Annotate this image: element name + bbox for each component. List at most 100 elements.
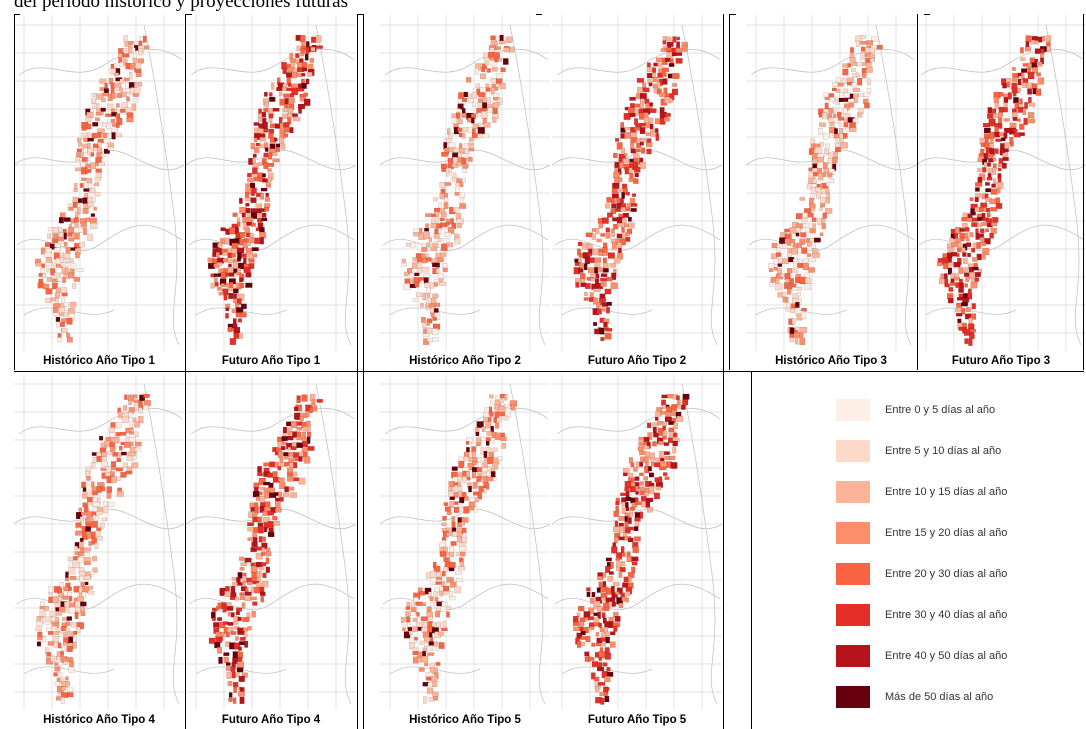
map-cell	[588, 657, 595, 661]
map-cell	[82, 502, 89, 508]
map-cell	[601, 612, 606, 619]
map-cell	[114, 86, 120, 91]
map-cell	[74, 222, 79, 228]
map-cell	[975, 232, 980, 240]
map-cell	[958, 288, 964, 293]
map-cell	[435, 262, 440, 268]
map-cell	[417, 657, 422, 663]
map-cell	[45, 257, 52, 263]
map-cell	[35, 262, 42, 267]
map-cell	[1017, 78, 1022, 86]
map-cell	[305, 412, 310, 418]
map-cell	[489, 394, 494, 399]
map-cell	[452, 486, 457, 491]
map-cell	[105, 113, 112, 117]
map-cell	[495, 83, 500, 88]
map-cell	[45, 288, 53, 295]
map-cell	[430, 676, 438, 682]
map-cell	[261, 111, 267, 118]
map-cell	[58, 672, 63, 677]
map-cell	[54, 666, 61, 672]
map-cell	[819, 232, 824, 237]
map-cell	[81, 481, 86, 489]
map-cell	[65, 681, 70, 687]
map-cell	[237, 257, 241, 262]
boundary-line	[875, 24, 912, 346]
boundary-line	[750, 48, 915, 76]
map-cell	[83, 557, 91, 562]
map-cell	[658, 440, 665, 445]
map-cell	[655, 57, 663, 62]
map-cell	[268, 113, 274, 119]
map-cell	[457, 103, 464, 110]
map-cell	[247, 527, 255, 532]
map-cell	[50, 655, 57, 662]
map-cell	[111, 127, 118, 133]
map-cell	[250, 596, 257, 601]
map-cell	[951, 242, 959, 248]
map-cell	[267, 162, 275, 167]
map-cell	[820, 203, 826, 208]
map-cell	[620, 127, 626, 133]
map-cell	[61, 686, 67, 691]
map-cell	[1027, 112, 1035, 119]
map-cell	[652, 441, 657, 447]
map-cell	[481, 426, 486, 432]
map-cell	[247, 522, 254, 527]
map-cell	[228, 292, 234, 299]
map-cell	[58, 632, 64, 638]
map-cell	[989, 131, 995, 139]
boundary-line	[509, 383, 546, 705]
map-cell	[452, 157, 458, 162]
table-border	[924, 14, 930, 15]
map-cell	[476, 467, 482, 473]
map-cell	[84, 581, 89, 586]
map-cell	[578, 605, 585, 612]
map-cell	[421, 247, 428, 252]
map-cell	[263, 152, 269, 158]
map-cell	[275, 143, 281, 148]
map-cell	[103, 148, 110, 154]
map-cell	[977, 176, 983, 183]
map-cell	[976, 222, 982, 227]
map-cell	[239, 277, 244, 283]
map-cell	[416, 292, 423, 298]
map-cell	[459, 182, 464, 188]
map-cell	[494, 46, 501, 51]
map-cell	[48, 596, 53, 604]
map-cell	[416, 262, 423, 269]
boundary-line	[16, 583, 183, 611]
map-cell	[623, 212, 629, 218]
map-cell	[96, 147, 102, 153]
map-area	[14, 374, 184, 710]
map-cell	[115, 122, 120, 128]
map-cell	[264, 501, 271, 508]
map-cell	[272, 158, 280, 163]
map-cell	[498, 58, 503, 62]
map-cell	[490, 35, 496, 41]
map-cell	[461, 517, 469, 523]
map-cell	[255, 552, 263, 560]
map-cell	[433, 233, 440, 239]
map-cell	[93, 206, 97, 211]
map-cell	[1032, 67, 1038, 74]
map-cell	[426, 646, 432, 651]
map-cell	[244, 227, 250, 234]
map-cell	[825, 198, 831, 204]
map-cell	[775, 283, 783, 291]
map-cell	[606, 276, 613, 282]
map-cell	[452, 206, 460, 213]
map-cell	[45, 262, 51, 267]
map-cell	[236, 667, 244, 673]
map-cell	[90, 222, 98, 229]
map-cell	[629, 197, 636, 204]
map-cell	[432, 646, 439, 652]
map-cell	[68, 567, 76, 575]
map-cell	[92, 197, 96, 203]
map-cell	[1010, 141, 1014, 147]
map-cell	[635, 148, 641, 153]
map-cell	[620, 148, 626, 153]
map-cell	[841, 77, 847, 84]
map-cell	[667, 73, 673, 79]
map-cell	[264, 506, 271, 512]
